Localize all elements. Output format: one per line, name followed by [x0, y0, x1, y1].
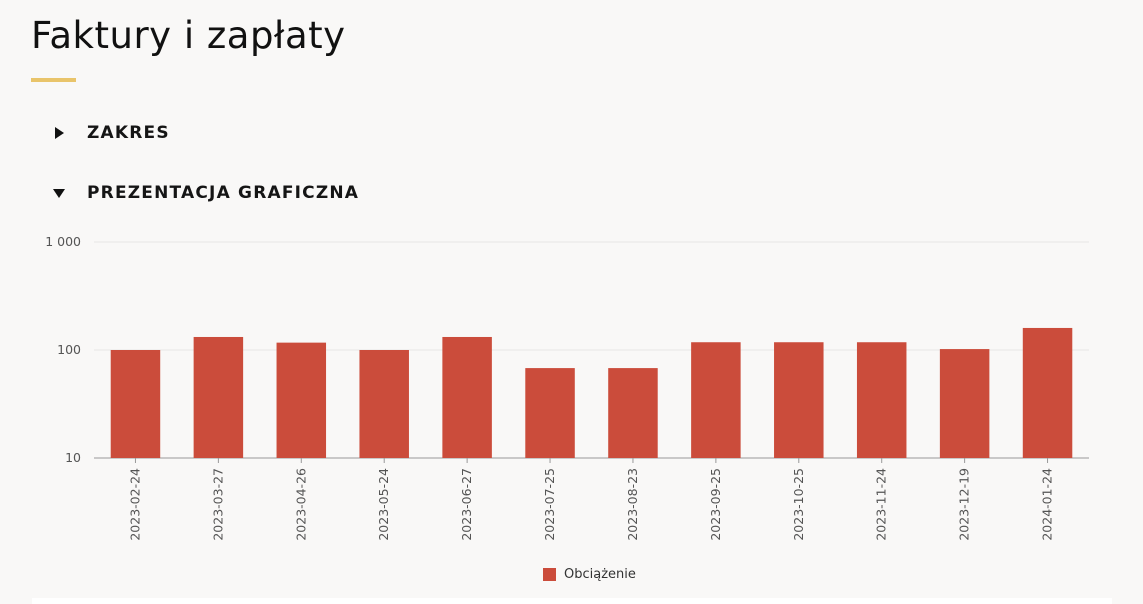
- triangle-down-icon: [53, 189, 65, 198]
- bar: [359, 350, 409, 458]
- x-tick-label: 2023-06-27: [459, 468, 474, 541]
- bar: [110, 350, 161, 458]
- bar-chart: 10 100 1 000 2023-02-24 2023-03-27 2023-04-26…: [45, 234, 1089, 541]
- x-tick-label: 2023-05-24: [376, 468, 391, 541]
- bar: [691, 342, 741, 458]
- section-toggle-prezentacja-graficzna[interactable]: PREZENTACJA GRAFICZNA: [52, 183, 359, 203]
- x-tick-label: 2023-12-19: [957, 468, 972, 541]
- legend-swatch: [543, 568, 556, 581]
- bar: [774, 342, 824, 458]
- y-tick-label: 1 000: [45, 234, 81, 249]
- triangle-right-icon: [55, 127, 64, 139]
- x-tick-label: 2023-03-27: [210, 468, 225, 541]
- x-tick-label: 2023-10-25: [791, 468, 806, 541]
- title-underline: [31, 78, 76, 82]
- bar: [525, 368, 575, 458]
- x-tick-label: 2024-01-24: [1040, 468, 1055, 541]
- legend-label: Obciążenie: [564, 567, 636, 582]
- x-tick-label: 2023-07-25: [542, 468, 557, 541]
- section-toggle-zakres[interactable]: ZAKRES: [52, 123, 170, 143]
- page-title: Faktury i zapłaty: [31, 14, 346, 57]
- y-tick-label: 100: [57, 342, 81, 357]
- bar: [1022, 327, 1073, 458]
- bar: [193, 336, 244, 458]
- x-tick-label: 2023-09-25: [708, 468, 723, 541]
- x-tick-label: 2023-02-24: [127, 468, 142, 541]
- x-tick-label: 2023-04-26: [293, 468, 308, 541]
- x-tick-label: 2023-11-24: [874, 468, 889, 541]
- x-tick-label: 2023-08-23: [625, 468, 640, 541]
- bar: [939, 349, 990, 458]
- chart-legend[interactable]: Obciążenie: [543, 567, 636, 582]
- bar: [608, 368, 658, 458]
- section-label-prezentacja-graficzna: PREZENTACJA GRAFICZNA: [87, 183, 360, 203]
- bar: [856, 342, 907, 458]
- section-label-zakres: ZAKRES: [87, 123, 170, 143]
- y-tick-label: 10: [65, 450, 81, 465]
- panel-bottom-edge: [32, 598, 1112, 604]
- bar: [442, 336, 492, 458]
- bar: [276, 342, 327, 458]
